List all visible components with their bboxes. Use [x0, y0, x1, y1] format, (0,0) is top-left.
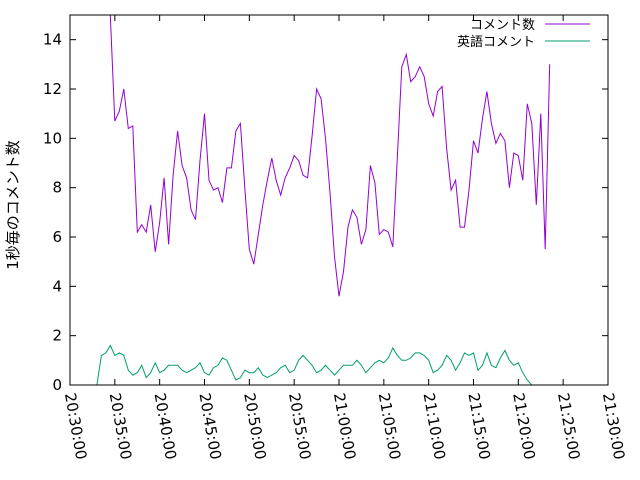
- series-line-2: [87, 344, 533, 385]
- legend-label-1: コメント数: [470, 18, 535, 33]
- plot-lines: [87, 15, 551, 385]
- y-tick-label: 8: [52, 179, 62, 197]
- x-tick-label: 20:40:00: [151, 391, 180, 460]
- x-tick-label: 21:25:00: [554, 391, 583, 460]
- plot-frame: [69, 14, 609, 386]
- x-tick-label: 21:00:00: [330, 391, 359, 460]
- x-tick-label: 20:35:00: [106, 391, 135, 460]
- y-tick-label: 2: [52, 327, 62, 345]
- y-axis-label: 1秒毎のコメント数: [4, 140, 22, 270]
- y-tick-label: 6: [52, 228, 62, 246]
- x-tick-label: 21:10:00: [420, 391, 449, 460]
- y-axis: 0 2 4 6 8 10 12 14: [43, 31, 608, 394]
- x-tick-label: 20:55:00: [285, 391, 314, 460]
- x-tick-label: 20:30:00: [61, 391, 90, 460]
- x-tick-label: 21:20:00: [509, 391, 538, 460]
- x-tick-label: 21:15:00: [464, 391, 493, 460]
- x-tick-label: 21:30:00: [599, 391, 628, 460]
- x-tick-label: 21:05:00: [375, 391, 404, 460]
- y-tick-label: 10: [43, 129, 62, 147]
- y-tick-label: 0: [52, 376, 62, 394]
- legend-label-2: 英語コメント: [457, 34, 535, 50]
- x-tick-label: 20:45:00: [195, 391, 224, 460]
- y-tick-label: 4: [52, 277, 62, 295]
- y-tick-label: 14: [43, 31, 62, 49]
- x-axis: 20:30:00 20:35:00 20:40:00 20:45:00 20:50:00…: [61, 15, 628, 461]
- x-tick-label: 20:50:00: [240, 391, 269, 460]
- y-tick-label: 12: [43, 80, 62, 98]
- series-line-1: [109, 15, 551, 297]
